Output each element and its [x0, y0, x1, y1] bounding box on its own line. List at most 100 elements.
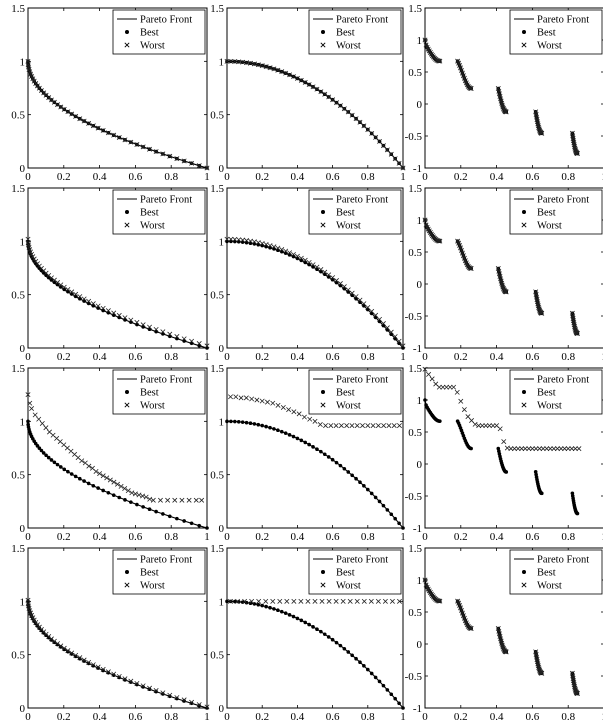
best-marker [315, 627, 319, 631]
best-marker [256, 602, 261, 607]
worst-marker [535, 301, 541, 307]
axes-frame [424, 187, 603, 349]
worst-marker [540, 446, 546, 452]
best-marker [469, 446, 473, 451]
worst-marker [29, 612, 35, 618]
worst-marker [460, 613, 466, 619]
worst-marker [270, 598, 276, 604]
worst-marker [535, 303, 541, 309]
legend-label-worst: Worst [537, 401, 562, 412]
worst-marker [291, 409, 297, 415]
worst-marker [73, 113, 79, 119]
best-marker [240, 600, 245, 604]
best-marker [377, 499, 382, 504]
worst-marker [353, 116, 359, 122]
worst-marker [153, 688, 159, 693]
worst-marker [337, 281, 343, 286]
worst-marker [396, 598, 402, 604]
worst-marker [519, 446, 525, 452]
best-marker [334, 460, 339, 465]
best-marker [256, 422, 261, 427]
worst-marker [529, 446, 535, 452]
best-marker [496, 446, 501, 451]
legend-label-pareto-front: Pareto Front [336, 15, 388, 26]
x-tick-label: 0.8 [561, 711, 575, 723]
x-tick-label: 1 [400, 711, 406, 723]
worst-marker [306, 259, 312, 265]
best-marker [350, 653, 354, 658]
best-marker [244, 420, 249, 425]
worst-marker [267, 243, 273, 249]
worst-marker [58, 104, 64, 110]
best-marker [62, 647, 67, 652]
worst-marker [160, 329, 166, 335]
worst-marker [196, 341, 202, 347]
worst-marker [100, 666, 106, 672]
best-marker [575, 511, 580, 516]
y-tick-label: 1 [219, 416, 225, 428]
worst-marker [354, 598, 360, 604]
worst-marker [302, 257, 308, 263]
best-marker [338, 463, 343, 468]
legend-label-pareto-front: Pareto Front [336, 375, 388, 386]
worst-marker [157, 497, 163, 503]
worst-marker [302, 79, 308, 85]
best-marker [252, 422, 257, 426]
legend-x-symbol [521, 42, 527, 48]
best-marker [279, 429, 284, 434]
worst-marker [95, 664, 101, 670]
best-marker [268, 425, 272, 430]
worst-marker [160, 690, 166, 696]
worst-marker [128, 139, 134, 145]
worst-marker [459, 610, 465, 616]
y-tick-label: 0.5 [408, 247, 422, 259]
worst-marker [326, 94, 332, 100]
worst-marker [181, 336, 187, 342]
worst-marker [249, 598, 255, 604]
worst-marker [307, 416, 313, 422]
worst-marker [571, 140, 577, 146]
best-marker [342, 646, 347, 651]
legend-dot-symbol [522, 570, 526, 574]
worst-marker [396, 338, 402, 344]
best-marker [44, 453, 48, 458]
best-marker [354, 476, 358, 481]
worst-marker [111, 671, 117, 677]
worst-marker [551, 446, 557, 452]
y-tick-label: 1.5 [11, 543, 25, 555]
worst-marker [36, 416, 42, 422]
worst-marker [77, 294, 83, 300]
x-tick-label: 0.6 [526, 531, 540, 543]
y-tick-label: 0.5 [210, 110, 224, 122]
worst-marker [283, 70, 289, 76]
x-tick-label: 0.4 [291, 531, 305, 543]
y-tick-label: 1 [417, 215, 423, 227]
worst-marker [326, 272, 332, 278]
x-tick-label: 0.2 [255, 351, 269, 363]
worst-marker [147, 685, 153, 691]
worst-marker [232, 236, 238, 242]
worst-marker [458, 245, 463, 251]
worst-marker [468, 86, 474, 91]
best-marker [264, 424, 268, 429]
worst-marker [547, 446, 553, 452]
x-tick-label: 0 [224, 351, 230, 363]
best-marker [350, 473, 354, 478]
worst-marker [238, 395, 244, 401]
worst-marker [565, 446, 571, 452]
x-tick-label: 0.4 [490, 351, 504, 363]
worst-marker [483, 423, 489, 429]
best-marker [101, 668, 105, 673]
y-tick-label: 1 [417, 35, 423, 47]
legend-label-pareto-front: Pareto Front [140, 15, 192, 26]
best-marker [167, 694, 172, 699]
worst-marker [365, 127, 371, 133]
worst-marker [55, 280, 60, 285]
best-marker [369, 491, 374, 496]
worst-marker [369, 308, 375, 314]
worst-marker [380, 143, 386, 149]
worst-marker [388, 151, 394, 157]
legend-label-worst: Worst [140, 221, 165, 232]
worst-marker [228, 236, 234, 242]
y-tick-label: 1.5 [408, 3, 422, 15]
